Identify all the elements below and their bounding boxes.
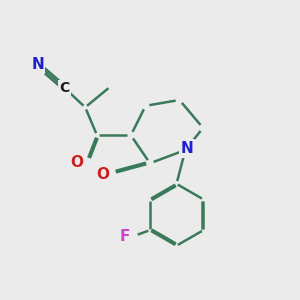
Text: F: F <box>120 229 130 244</box>
Text: N: N <box>180 141 193 156</box>
Text: C: C <box>59 81 70 95</box>
Text: N: N <box>31 57 44 72</box>
Text: O: O <box>96 167 109 182</box>
Text: O: O <box>70 155 83 170</box>
